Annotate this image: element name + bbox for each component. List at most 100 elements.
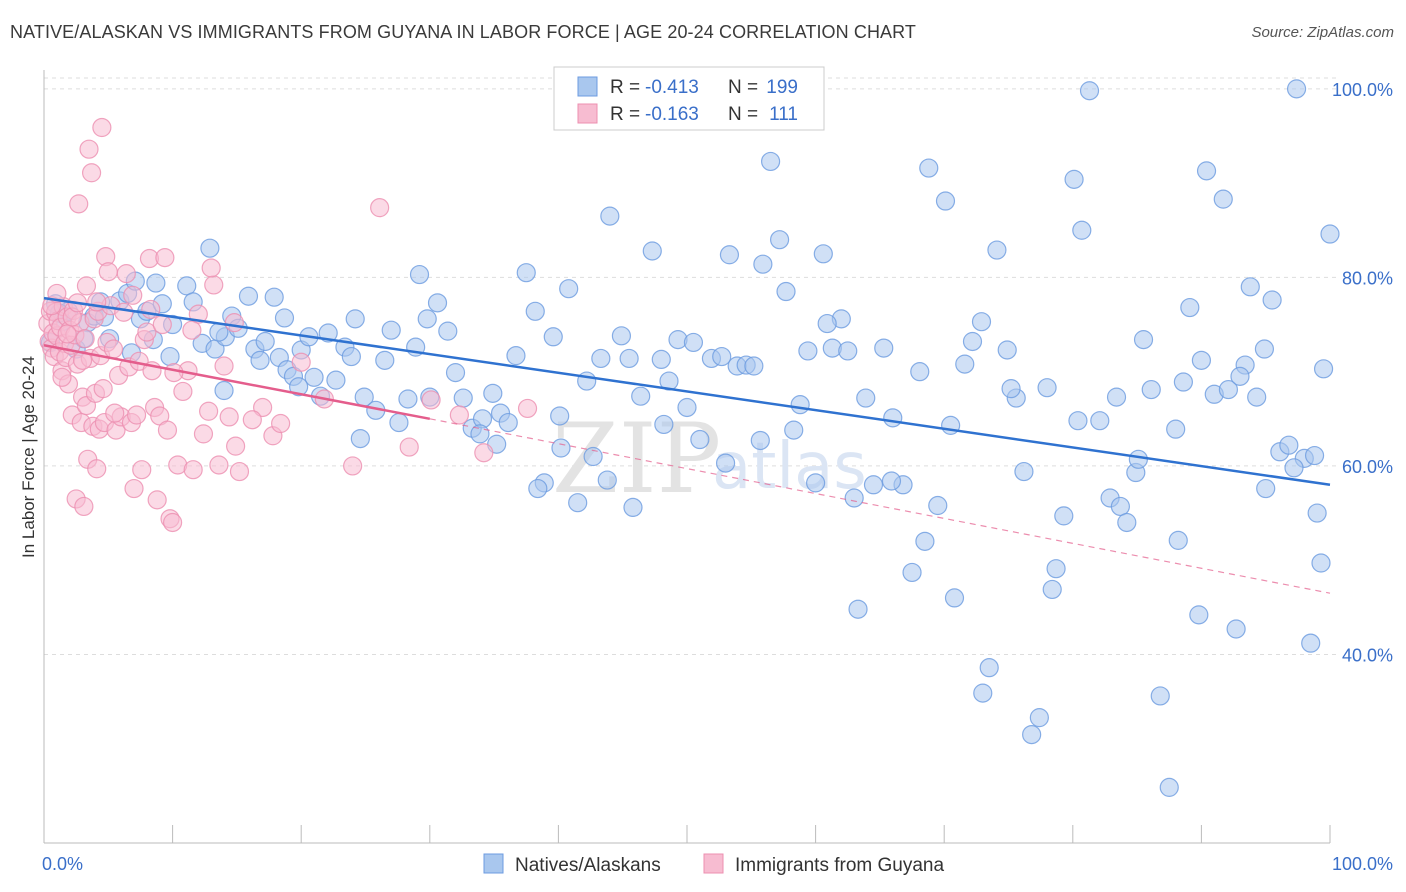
data-point xyxy=(229,461,250,482)
data-point xyxy=(883,408,903,428)
data-point xyxy=(81,163,102,183)
data-point xyxy=(123,285,143,305)
data-point xyxy=(137,322,157,342)
data-point xyxy=(1014,461,1034,482)
data-point xyxy=(856,388,876,408)
data-point xyxy=(1001,379,1021,399)
data-point xyxy=(919,158,939,178)
data-point xyxy=(1320,224,1340,244)
data-point xyxy=(1079,81,1100,101)
data-point xyxy=(1046,559,1066,579)
data-point xyxy=(200,238,220,258)
data-point xyxy=(345,309,365,329)
data-point xyxy=(805,473,826,493)
data-point xyxy=(255,331,275,352)
data-point xyxy=(199,401,219,421)
data-point xyxy=(516,263,536,283)
data-point xyxy=(74,496,94,517)
data-point xyxy=(1313,359,1334,379)
data-point xyxy=(1159,777,1179,797)
data-point xyxy=(214,356,234,376)
data-point xyxy=(902,562,922,583)
y-tick-label: 80.0% xyxy=(1342,268,1393,288)
data-point xyxy=(719,245,740,265)
data-point xyxy=(623,497,643,518)
grid-lines xyxy=(44,77,1338,655)
legend-swatch xyxy=(483,853,504,874)
data-point xyxy=(528,478,548,499)
data-point xyxy=(1254,339,1275,359)
y-tick-label: 100.0% xyxy=(1332,80,1393,100)
data-point xyxy=(654,414,674,435)
data-point xyxy=(784,420,804,440)
data-point xyxy=(651,349,671,370)
data-point xyxy=(214,380,234,401)
data-point xyxy=(776,281,796,302)
data-point xyxy=(1072,220,1092,240)
data-point xyxy=(817,313,837,334)
data-point xyxy=(291,352,311,372)
stats-legend-box xyxy=(553,66,825,131)
data-point xyxy=(744,356,764,376)
data-point xyxy=(1301,633,1321,653)
data-point xyxy=(449,405,469,425)
data-point xyxy=(712,346,732,367)
data-point xyxy=(57,324,77,344)
data-point xyxy=(987,240,1007,260)
data-point xyxy=(398,389,418,409)
data-point xyxy=(1247,387,1267,407)
data-point xyxy=(304,367,324,387)
trend-lines xyxy=(43,296,1331,594)
data-point xyxy=(370,198,390,218)
data-point xyxy=(715,453,736,473)
data-point xyxy=(326,370,346,390)
data-point xyxy=(52,367,72,387)
data-point xyxy=(183,460,203,480)
data-point xyxy=(1133,330,1154,350)
data-point xyxy=(1180,297,1200,318)
legend-n-label: N = xyxy=(728,104,758,125)
data-point xyxy=(47,283,67,304)
data-point xyxy=(238,286,259,306)
data-point xyxy=(253,397,273,418)
data-point xyxy=(193,424,214,444)
data-point xyxy=(1279,435,1299,455)
data-point xyxy=(642,241,662,261)
data-point xyxy=(1064,169,1084,189)
data-point xyxy=(568,493,588,513)
data-point xyxy=(1054,506,1074,526)
data-point xyxy=(76,276,97,296)
watermark-atlas: atlas xyxy=(712,430,867,504)
data-point xyxy=(1189,605,1209,625)
data-point xyxy=(427,293,448,313)
data-point xyxy=(979,658,999,678)
data-point xyxy=(350,428,370,449)
data-point xyxy=(971,312,992,332)
legend-label: Natives/Alaskans xyxy=(515,855,661,876)
data-point xyxy=(341,346,361,367)
data-point xyxy=(962,331,983,352)
data-point xyxy=(182,320,202,340)
data-point xyxy=(93,379,113,399)
data-point xyxy=(631,386,651,406)
data-point xyxy=(105,403,125,423)
x-tick-label-left: 0.0% xyxy=(42,854,83,874)
x-tick-label-right: 100.0% xyxy=(1332,854,1393,874)
data-point xyxy=(75,329,95,349)
data-point xyxy=(483,383,503,403)
data-point xyxy=(559,279,579,299)
y-tick-label: 40.0% xyxy=(1342,645,1393,665)
data-point xyxy=(1022,724,1042,745)
data-point xyxy=(798,341,818,361)
data-point xyxy=(1284,458,1304,478)
data-point xyxy=(438,321,458,341)
data-point xyxy=(1173,372,1193,392)
data-point xyxy=(163,512,183,533)
data-point xyxy=(160,346,180,367)
data-point xyxy=(997,340,1017,360)
legend-n-value: 199 xyxy=(766,77,798,98)
x-tick-labels: 0.0% 100.0% xyxy=(42,854,1393,874)
data-point xyxy=(1166,419,1186,439)
data-point xyxy=(517,398,538,419)
data-point xyxy=(92,117,112,138)
